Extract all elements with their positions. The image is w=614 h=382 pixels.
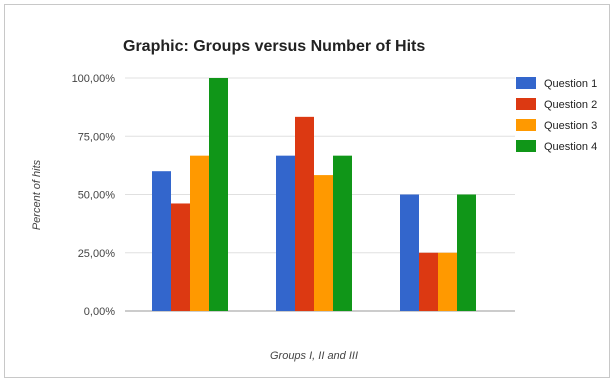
bar-question-1-group-2	[276, 155, 295, 311]
bar-question-3-group-1	[190, 155, 209, 311]
bar-question-4-group-1	[209, 78, 228, 311]
bar-question-4-group-3	[457, 194, 476, 311]
legend-swatch	[516, 119, 536, 131]
legend-swatch	[516, 140, 536, 152]
y-tick-label: 0,00%	[84, 306, 115, 318]
legend-label: Question 4	[544, 141, 597, 153]
y-tick-label: 50,00%	[78, 190, 116, 202]
legend-label: Question 1	[544, 78, 597, 90]
legend-swatch	[516, 98, 536, 110]
legend-label: Question 2	[544, 99, 597, 111]
chart-title: Graphic: Groups versus Number of Hits	[123, 38, 426, 55]
bar-question-2-group-2	[295, 116, 314, 312]
y-tick-label: 25,00%	[78, 248, 116, 260]
y-tick-label: 75,00%	[78, 131, 116, 143]
bar-question-4-group-2	[333, 155, 352, 311]
legend-label: Question 3	[544, 120, 597, 132]
bar-question-2-group-1	[171, 203, 190, 311]
y-tick-label: 100,00%	[72, 73, 116, 85]
x-axis-label: Groups I, II and III	[269, 350, 359, 362]
bar-question-3-group-2	[314, 175, 333, 311]
legend-swatch	[516, 77, 536, 89]
bar-question-2-group-3	[419, 252, 438, 311]
bar-question-1-group-1	[152, 171, 171, 311]
bar-question-1-group-3	[400, 194, 419, 311]
bar-question-3-group-3	[438, 252, 457, 311]
